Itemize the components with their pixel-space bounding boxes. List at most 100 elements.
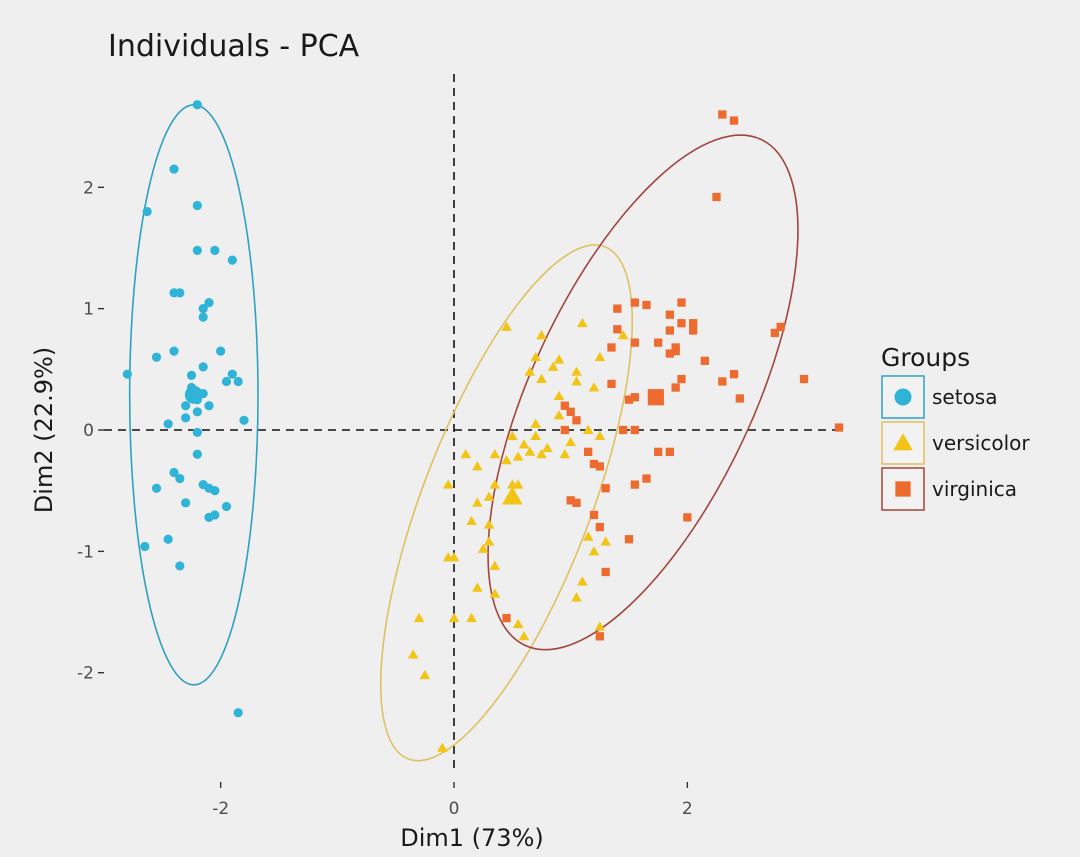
versicolor-point	[466, 515, 477, 525]
versicolor-point	[536, 448, 547, 459]
virginica-point	[718, 110, 727, 119]
y-tick-label: -1	[77, 542, 94, 562]
virginica-point	[654, 338, 663, 347]
setosa-point	[192, 449, 202, 459]
versicolor-point	[530, 418, 541, 428]
virginica-point	[630, 338, 639, 347]
virginica-point	[834, 423, 844, 432]
x-tick-label: 0	[449, 799, 460, 819]
versicolor-point	[472, 582, 483, 592]
versicolor-point	[518, 439, 530, 449]
virginica-point	[665, 326, 674, 335]
legend: Groups setosa versicolor virginica	[881, 343, 1030, 511]
setosa-point	[198, 312, 208, 322]
y-tick-label: 1	[83, 300, 94, 320]
virginica-point	[584, 447, 593, 456]
setosa-point	[210, 486, 220, 496]
versicolor-point	[460, 448, 471, 459]
versicolor-point	[571, 592, 582, 602]
virginica-point	[770, 328, 779, 338]
versicolor-point	[512, 451, 524, 461]
setosa-point	[151, 352, 162, 362]
virginica-centroid	[647, 389, 664, 406]
virginica-point	[712, 192, 721, 202]
virginica-point	[671, 383, 680, 392]
virginica-point	[735, 394, 744, 403]
virginica-point	[589, 510, 599, 520]
versicolor-point	[407, 649, 419, 659]
versicolor-point	[542, 442, 553, 453]
setosa-point	[175, 561, 185, 571]
legend-title: Groups	[881, 343, 970, 372]
versicolor-point	[600, 536, 611, 546]
versicolor-point	[530, 430, 541, 441]
virginica-point	[776, 322, 785, 331]
setosa-point	[204, 297, 214, 308]
virginica-point	[601, 484, 610, 493]
virginica-point	[566, 407, 575, 416]
versicolor-point	[571, 366, 582, 376]
versicolor-point	[483, 536, 495, 546]
y-axis-label: Dim2 (22.9%)	[30, 347, 58, 513]
setosa-point	[169, 467, 179, 478]
setosa-point	[192, 245, 202, 255]
setosa-point	[227, 369, 237, 379]
versicolor-point	[512, 618, 524, 629]
setosa-point	[181, 413, 191, 423]
legend-label-virginica: virginica	[932, 477, 1017, 501]
setosa-point	[163, 534, 173, 544]
virginica-point	[630, 393, 639, 402]
versicolor-point	[588, 382, 600, 392]
virginica-point	[613, 304, 622, 313]
virginica-point	[799, 374, 809, 384]
setosa-point	[151, 483, 162, 493]
setosa-point	[186, 370, 197, 380]
versicolor-point	[553, 390, 565, 400]
y-tick-label: 2	[83, 178, 94, 198]
setosa-point	[181, 401, 191, 411]
virginica-point	[677, 298, 686, 307]
virginica-point	[729, 370, 739, 379]
x-tick-label: -2	[212, 799, 229, 819]
virginica-point	[572, 416, 581, 425]
setosa-point	[169, 346, 179, 356]
setosa-point	[233, 376, 243, 387]
setosa-point	[221, 501, 232, 512]
virginica-point	[689, 326, 698, 335]
legend-label-setosa: setosa	[932, 385, 997, 409]
virginica-point	[683, 513, 692, 522]
virginica-point	[665, 310, 674, 319]
versicolor-point	[442, 552, 454, 562]
chart-title: Individuals - PCA	[108, 29, 360, 64]
setosa-point	[233, 708, 243, 718]
versicolor-point	[442, 479, 454, 489]
virginica-point	[630, 425, 639, 435]
versicolor-point	[524, 366, 536, 376]
setosa-point	[192, 407, 202, 417]
legend-key-setosa	[881, 375, 925, 419]
virginica-point	[595, 462, 604, 471]
legend-marker-versicolor	[893, 433, 913, 451]
virginica-point	[642, 474, 651, 483]
virginica-point	[729, 116, 739, 125]
virginica-point	[665, 447, 674, 456]
virginica-point	[718, 377, 727, 386]
setosa-point	[142, 206, 152, 217]
versicolor-point	[524, 446, 536, 456]
setosa-point	[192, 100, 202, 110]
setosa-point	[227, 255, 237, 265]
versicolor-point	[489, 448, 501, 459]
versicolor-point	[594, 430, 606, 441]
versicolor-confidence-ellipse	[379, 244, 634, 762]
versicolor-point	[501, 321, 512, 331]
setosa-point	[192, 200, 202, 211]
virginica-point	[630, 480, 639, 489]
virginica-point	[665, 349, 674, 358]
versicolor-point	[536, 330, 547, 340]
setosa-point	[175, 288, 185, 298]
setosa-point	[198, 304, 208, 314]
setosa-point	[204, 512, 214, 522]
virginica-point	[677, 319, 686, 328]
versicolor-point	[571, 376, 582, 386]
virginica-point	[572, 498, 581, 507]
